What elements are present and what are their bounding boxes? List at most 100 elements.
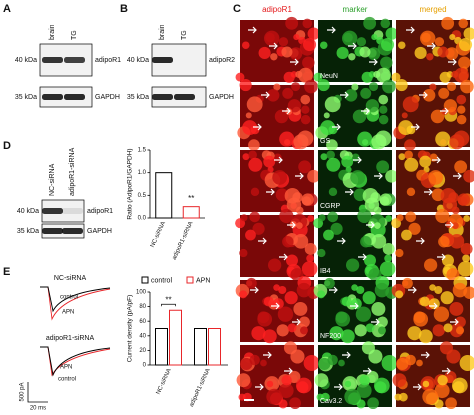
cell <box>289 397 301 410</box>
cell <box>371 34 378 41</box>
arrow <box>408 286 417 294</box>
cell <box>336 46 349 60</box>
cell <box>307 169 320 183</box>
cell <box>360 236 372 248</box>
arrow <box>250 286 259 294</box>
arrow <box>342 351 351 359</box>
y-tick-label: 0.0 <box>138 216 147 222</box>
cell <box>239 248 248 258</box>
arrow <box>350 302 359 310</box>
trace-label: APN <box>60 365 72 371</box>
cell <box>449 34 456 41</box>
arrow <box>266 188 275 196</box>
cell <box>371 134 387 150</box>
cell <box>401 112 408 119</box>
cell <box>344 388 361 405</box>
cell <box>328 187 338 197</box>
blot-band <box>152 57 173 63</box>
cell <box>319 41 328 49</box>
cell <box>283 341 297 355</box>
cell <box>362 187 379 204</box>
arrow <box>445 221 454 229</box>
molecular-weight: 35 kDa <box>127 94 149 101</box>
cell <box>419 155 432 168</box>
cell <box>423 258 438 272</box>
panel-label: D <box>3 140 11 152</box>
cell <box>406 187 416 197</box>
arrow <box>453 172 462 180</box>
cell <box>279 208 294 224</box>
arrow <box>274 156 283 164</box>
cell <box>267 258 282 272</box>
cell <box>324 96 341 113</box>
cell <box>245 229 256 241</box>
cell <box>456 326 465 335</box>
y-axis-label: Current density (pA/pF) <box>127 295 134 363</box>
blot-band <box>62 208 83 214</box>
cell <box>284 187 301 204</box>
arrow <box>271 302 280 310</box>
cell <box>359 374 370 386</box>
cell <box>240 357 253 371</box>
cell <box>344 88 358 102</box>
cell <box>240 214 248 222</box>
cell <box>265 32 275 43</box>
cell <box>285 16 299 30</box>
cell <box>282 87 294 99</box>
y-tick-label: 20 <box>139 348 146 354</box>
cell <box>306 254 314 263</box>
y-tick-label: 80 <box>139 304 146 310</box>
cell <box>361 341 375 355</box>
cell <box>260 359 267 367</box>
cell <box>293 134 309 150</box>
x-tick-label: NC-siRNA <box>150 221 167 249</box>
cell <box>454 160 468 174</box>
cell <box>435 131 451 147</box>
cell <box>458 56 471 69</box>
cell <box>362 291 376 305</box>
arrow <box>253 123 262 131</box>
row-label: Cav3.2 <box>320 398 342 405</box>
trace <box>40 346 111 377</box>
row-label: GS <box>320 138 330 145</box>
cell <box>354 324 367 337</box>
cell <box>404 139 416 151</box>
cell <box>460 243 473 255</box>
y-tick-label: 1.5 <box>138 148 147 154</box>
cell <box>422 388 439 405</box>
cell <box>249 211 261 223</box>
cell <box>449 134 465 150</box>
band-name: GAPDH <box>209 94 234 101</box>
cell <box>262 329 277 344</box>
cell <box>449 301 464 316</box>
cell <box>348 53 356 61</box>
cell <box>429 284 436 291</box>
arrow <box>258 237 267 245</box>
y-tick-label: 0 <box>143 363 147 369</box>
cell <box>304 243 317 255</box>
row-label: IB4 <box>320 268 331 275</box>
arrow <box>353 156 362 164</box>
cell <box>343 32 353 43</box>
cell <box>434 285 443 295</box>
cell <box>430 109 445 124</box>
cell <box>257 311 273 327</box>
arrow <box>334 383 343 391</box>
cell <box>274 109 289 124</box>
cell <box>367 47 381 61</box>
cell <box>365 323 375 333</box>
trace-label: control <box>58 377 76 383</box>
cell <box>459 355 474 371</box>
arrow <box>374 172 383 180</box>
panel-label: B <box>120 3 128 15</box>
x-tick-label: NC-siRNA <box>156 368 173 396</box>
cell <box>341 155 354 168</box>
cell <box>298 160 312 174</box>
cell <box>250 187 260 197</box>
cell <box>397 41 406 49</box>
row-label: CGRP <box>320 203 341 210</box>
blot-band <box>64 57 85 63</box>
cell <box>434 383 450 399</box>
cell <box>432 324 445 337</box>
